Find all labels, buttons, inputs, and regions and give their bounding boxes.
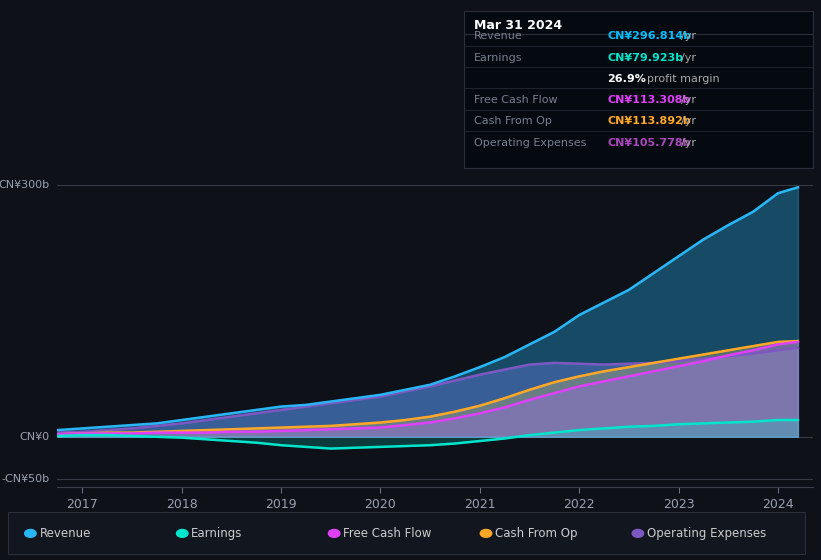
Text: 26.9%: 26.9% <box>608 74 646 84</box>
Text: CN¥105.778b: CN¥105.778b <box>608 138 691 148</box>
Text: Cash From Op: Cash From Op <box>474 116 552 127</box>
Text: profit margin: profit margin <box>647 74 719 84</box>
Text: Earnings: Earnings <box>474 53 522 63</box>
Text: Revenue: Revenue <box>474 31 522 41</box>
Text: /yr: /yr <box>681 116 696 127</box>
Text: Free Cash Flow: Free Cash Flow <box>474 95 557 105</box>
Text: CN¥300b: CN¥300b <box>0 180 49 190</box>
Text: Mar 31 2024: Mar 31 2024 <box>474 18 562 32</box>
Text: CN¥79.923b: CN¥79.923b <box>608 53 684 63</box>
Text: CN¥0: CN¥0 <box>19 432 49 442</box>
Text: /yr: /yr <box>681 138 696 148</box>
Text: /yr: /yr <box>681 95 696 105</box>
Text: Free Cash Flow: Free Cash Flow <box>343 527 432 540</box>
Text: CN¥113.892b: CN¥113.892b <box>608 116 691 127</box>
Text: CN¥113.308b: CN¥113.308b <box>608 95 691 105</box>
Text: Revenue: Revenue <box>39 527 91 540</box>
Text: /yr: /yr <box>681 53 696 63</box>
Text: CN¥296.814b: CN¥296.814b <box>608 31 691 41</box>
Text: Operating Expenses: Operating Expenses <box>474 138 586 148</box>
Text: Cash From Op: Cash From Op <box>495 527 577 540</box>
Text: Earnings: Earnings <box>191 527 243 540</box>
Text: /yr: /yr <box>681 31 696 41</box>
Text: Operating Expenses: Operating Expenses <box>647 527 766 540</box>
Text: -CN¥50b: -CN¥50b <box>1 474 49 484</box>
